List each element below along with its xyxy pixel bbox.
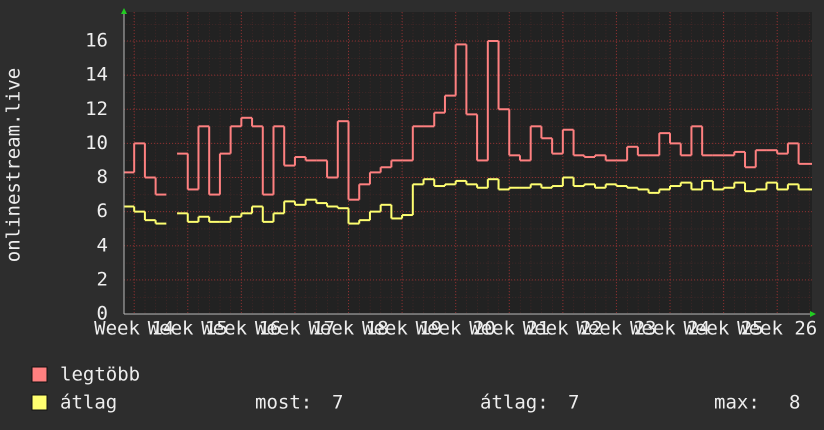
x-tick-label: Week 21	[469, 318, 549, 340]
axis-arrow	[121, 8, 127, 14]
marks	[123, 40, 812, 225]
y-axis-label: onlinestream.live	[3, 68, 25, 262]
x-tick-label: Week 20	[416, 318, 496, 340]
legend-label: legtöbb	[60, 364, 140, 386]
y-tick-label: 4	[97, 234, 108, 256]
x-tick-label: Week 17	[255, 318, 335, 340]
x-tick-label: Week 24	[630, 318, 710, 340]
stat-label: max:	[714, 392, 760, 414]
y-tick-label: 8	[97, 166, 108, 188]
legend: legtöbb átlag most: 7 átlag: 7 max: 8	[31, 364, 800, 414]
x-tick-label: Week 14	[94, 318, 174, 340]
stat-label: átlag:	[480, 392, 549, 414]
y-tick-label: 12	[85, 98, 108, 120]
legend-swatch	[31, 394, 48, 411]
legend-swatch	[31, 366, 48, 383]
minor-grid	[124, 12, 812, 314]
x-tick-label: Week 26	[737, 318, 817, 340]
stat-value: 8	[789, 392, 800, 414]
axis-arrow	[810, 311, 816, 317]
x-tick-label: Week 25	[684, 318, 764, 340]
x-tick-label: Week 22	[523, 318, 603, 340]
y-tick-label: 0	[97, 303, 108, 325]
x-tick-label: Week 16	[201, 318, 281, 340]
stat-label: most:	[255, 392, 312, 414]
x-tick-label: Week 19	[362, 318, 442, 340]
y-tick-label: 2	[97, 268, 108, 290]
y-tick-label: 16	[85, 30, 108, 52]
stat-value: 7	[332, 392, 343, 414]
x-tick-label: Week 15	[148, 318, 228, 340]
x-tick-label: Week 18	[308, 318, 388, 340]
y-tick-label: 6	[97, 200, 108, 222]
stat-value: 7	[568, 392, 579, 414]
legend-label: átlag	[60, 392, 117, 414]
y-tick-label: 14	[85, 64, 108, 86]
x-tick-label: Week 23	[576, 318, 656, 340]
y-tick-label: 10	[85, 132, 108, 154]
